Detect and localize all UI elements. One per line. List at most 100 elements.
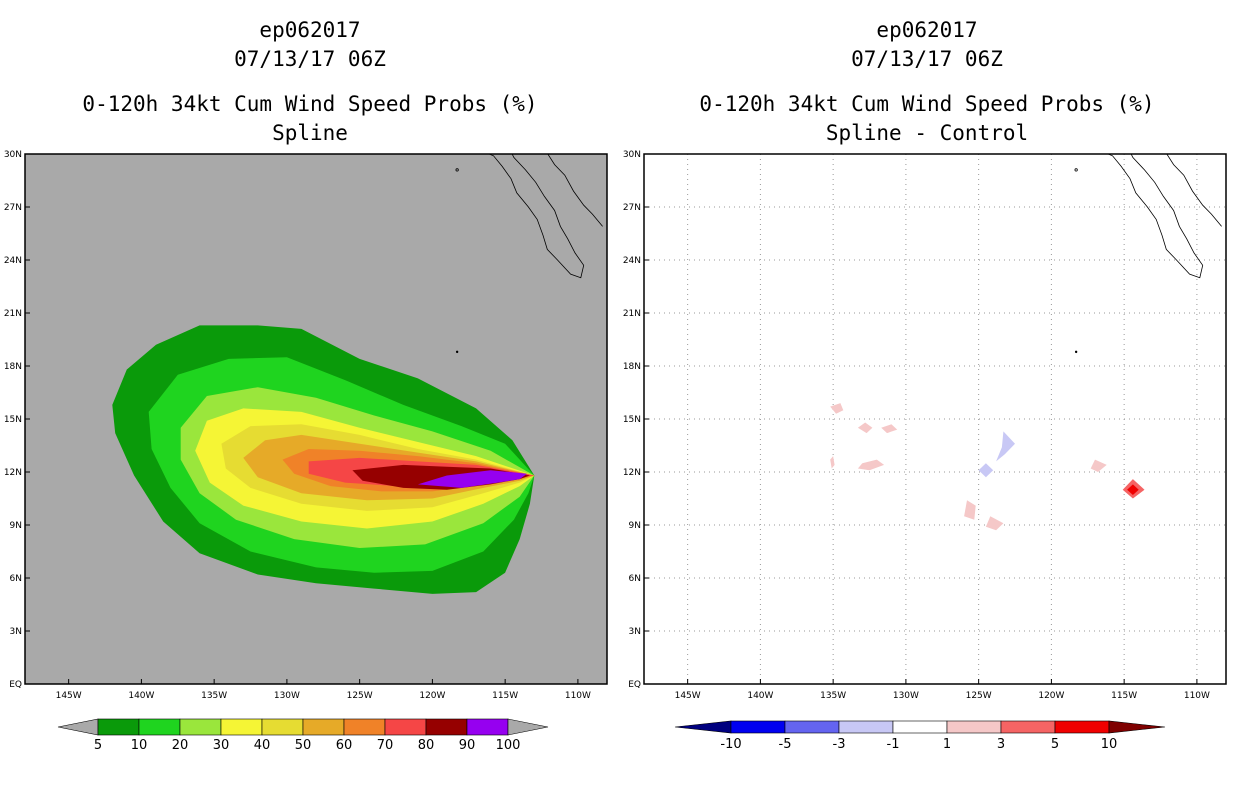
right-storm-id: ep062017 bbox=[876, 18, 978, 42]
difference-patch-negative bbox=[978, 463, 994, 478]
y-tick-label: 18N bbox=[623, 362, 641, 372]
colorbar-under-arrow bbox=[674, 720, 732, 734]
x-tick-label: 120W bbox=[419, 691, 445, 701]
y-tick-label: 12N bbox=[623, 468, 641, 478]
colorbar-box-10 bbox=[138, 718, 181, 736]
colorbar-label: 20 bbox=[172, 738, 189, 753]
colorbar-over-arrow bbox=[1108, 720, 1166, 734]
left-timestamp: 07/13/17 06Z bbox=[234, 47, 386, 71]
coastline-mainland bbox=[547, 154, 603, 227]
colorbar-box-40 bbox=[261, 718, 304, 736]
colorbar-box-80 bbox=[425, 718, 468, 736]
coastline-mainland bbox=[1166, 154, 1222, 227]
colorbar-box-90 bbox=[466, 718, 509, 736]
difference-patch-positive bbox=[1090, 459, 1107, 472]
colorbar-box-5 bbox=[97, 718, 140, 736]
x-tick-label: 125W bbox=[966, 691, 992, 701]
difference-patch-negative bbox=[996, 431, 1015, 462]
x-tick-label: 145W bbox=[56, 691, 82, 701]
coastline-baja bbox=[1106, 154, 1204, 279]
x-tick-label: 115W bbox=[1111, 691, 1137, 701]
colorbar-box-50 bbox=[302, 718, 345, 736]
colorbar-label: 80 bbox=[418, 738, 435, 753]
colorbar-box bbox=[1054, 720, 1110, 734]
left-storm-id: ep062017 bbox=[259, 18, 361, 42]
y-tick-label: 15N bbox=[623, 415, 641, 425]
y-tick-label: 3N bbox=[629, 627, 641, 637]
y-tick-label: 30N bbox=[4, 150, 22, 160]
left-panel-titles: ep062017 07/13/17 06Z 0-120h 34kt Cum Wi… bbox=[10, 16, 610, 148]
island-dot bbox=[1074, 168, 1078, 172]
difference-patch-positive bbox=[857, 422, 873, 434]
y-tick-label: EQ bbox=[9, 680, 22, 690]
colorbar-over-arrow bbox=[507, 718, 549, 736]
y-tick-label: 6N bbox=[629, 574, 641, 584]
island-dot bbox=[0, 351, 1, 353]
colorbar-label: 60 bbox=[336, 738, 353, 753]
left-product-title: 0-120h 34kt Cum Wind Speed Probs (%) bbox=[82, 92, 538, 116]
y-tick-label: 6N bbox=[10, 574, 22, 584]
island-dot bbox=[1074, 350, 1078, 354]
y-tick-label: 30N bbox=[623, 150, 641, 160]
difference-patch-positive bbox=[830, 456, 835, 469]
colorbar-label: 90 bbox=[459, 738, 476, 753]
difference-patch-positive bbox=[964, 500, 976, 520]
contour-90 bbox=[417, 470, 527, 488]
colorbar-box bbox=[784, 720, 840, 734]
colorbar-label: 1 bbox=[943, 737, 951, 752]
colorbar-label: 50 bbox=[295, 738, 312, 753]
x-tick-label: 115W bbox=[492, 691, 518, 701]
difference-patch-positive bbox=[830, 403, 844, 414]
colorbar-label: -3 bbox=[833, 737, 846, 752]
colorbar-box bbox=[1000, 720, 1056, 734]
left-plot-content bbox=[0, 154, 603, 594]
right-subtitle: Spline - Control bbox=[825, 121, 1029, 145]
x-tick-label: 135W bbox=[820, 691, 846, 701]
colorbar-label: -1 bbox=[887, 737, 900, 752]
right-plot-content bbox=[0, 154, 1226, 684]
y-tick-label: 24N bbox=[4, 256, 22, 266]
colorbar-label: -10 bbox=[720, 737, 741, 752]
right-panel-titles: ep062017 07/13/17 06Z 0-120h 34kt Cum Wi… bbox=[627, 16, 1227, 148]
x-tick-label: 120W bbox=[1038, 691, 1064, 701]
y-tick-label: 15N bbox=[4, 415, 22, 425]
y-tick-label: 9N bbox=[10, 521, 22, 531]
y-tick-label: EQ bbox=[628, 680, 641, 690]
right-timestamp: 07/13/17 06Z bbox=[851, 47, 1003, 71]
colorbar-label: 10 bbox=[1101, 737, 1118, 752]
y-tick-label: 9N bbox=[629, 521, 641, 531]
y-tick-label: 21N bbox=[623, 309, 641, 319]
colorbar-box bbox=[730, 720, 786, 734]
x-tick-label: 130W bbox=[893, 691, 919, 701]
x-tick-label: 145W bbox=[675, 691, 701, 701]
x-tick-label: 110W bbox=[565, 691, 591, 701]
colorbar-box bbox=[892, 720, 948, 734]
coastline-baja bbox=[488, 154, 585, 279]
colorbar-box-30 bbox=[220, 718, 263, 736]
y-tick-label: 27N bbox=[4, 203, 22, 213]
difference-patch-positive bbox=[985, 516, 1004, 531]
colorbar-box-70 bbox=[384, 718, 427, 736]
colorbar-label: 40 bbox=[254, 738, 271, 753]
colorbar-box-20 bbox=[179, 718, 222, 736]
colorbar-label: 100 bbox=[496, 738, 521, 753]
island-dot bbox=[455, 350, 459, 354]
colorbar-label: -5 bbox=[779, 737, 792, 752]
x-tick-label: 140W bbox=[128, 691, 154, 701]
y-tick-label: 18N bbox=[4, 362, 22, 372]
colorbar-label: 5 bbox=[94, 738, 102, 753]
x-tick-label: 110W bbox=[1184, 691, 1210, 701]
colorbar-box bbox=[946, 720, 1002, 734]
right-product-title: 0-120h 34kt Cum Wind Speed Probs (%) bbox=[699, 92, 1155, 116]
left-subtitle: Spline bbox=[272, 121, 348, 145]
y-tick-label: 3N bbox=[10, 627, 22, 637]
colorbar-label: 5 bbox=[1051, 737, 1059, 752]
colorbar-label: 70 bbox=[377, 738, 394, 753]
x-tick-label: 130W bbox=[274, 691, 300, 701]
island-dot bbox=[0, 351, 1, 353]
difference-patch-positive bbox=[881, 424, 898, 434]
y-tick-label: 21N bbox=[4, 309, 22, 319]
x-tick-label: 125W bbox=[347, 691, 373, 701]
y-tick-label: 27N bbox=[623, 203, 641, 213]
